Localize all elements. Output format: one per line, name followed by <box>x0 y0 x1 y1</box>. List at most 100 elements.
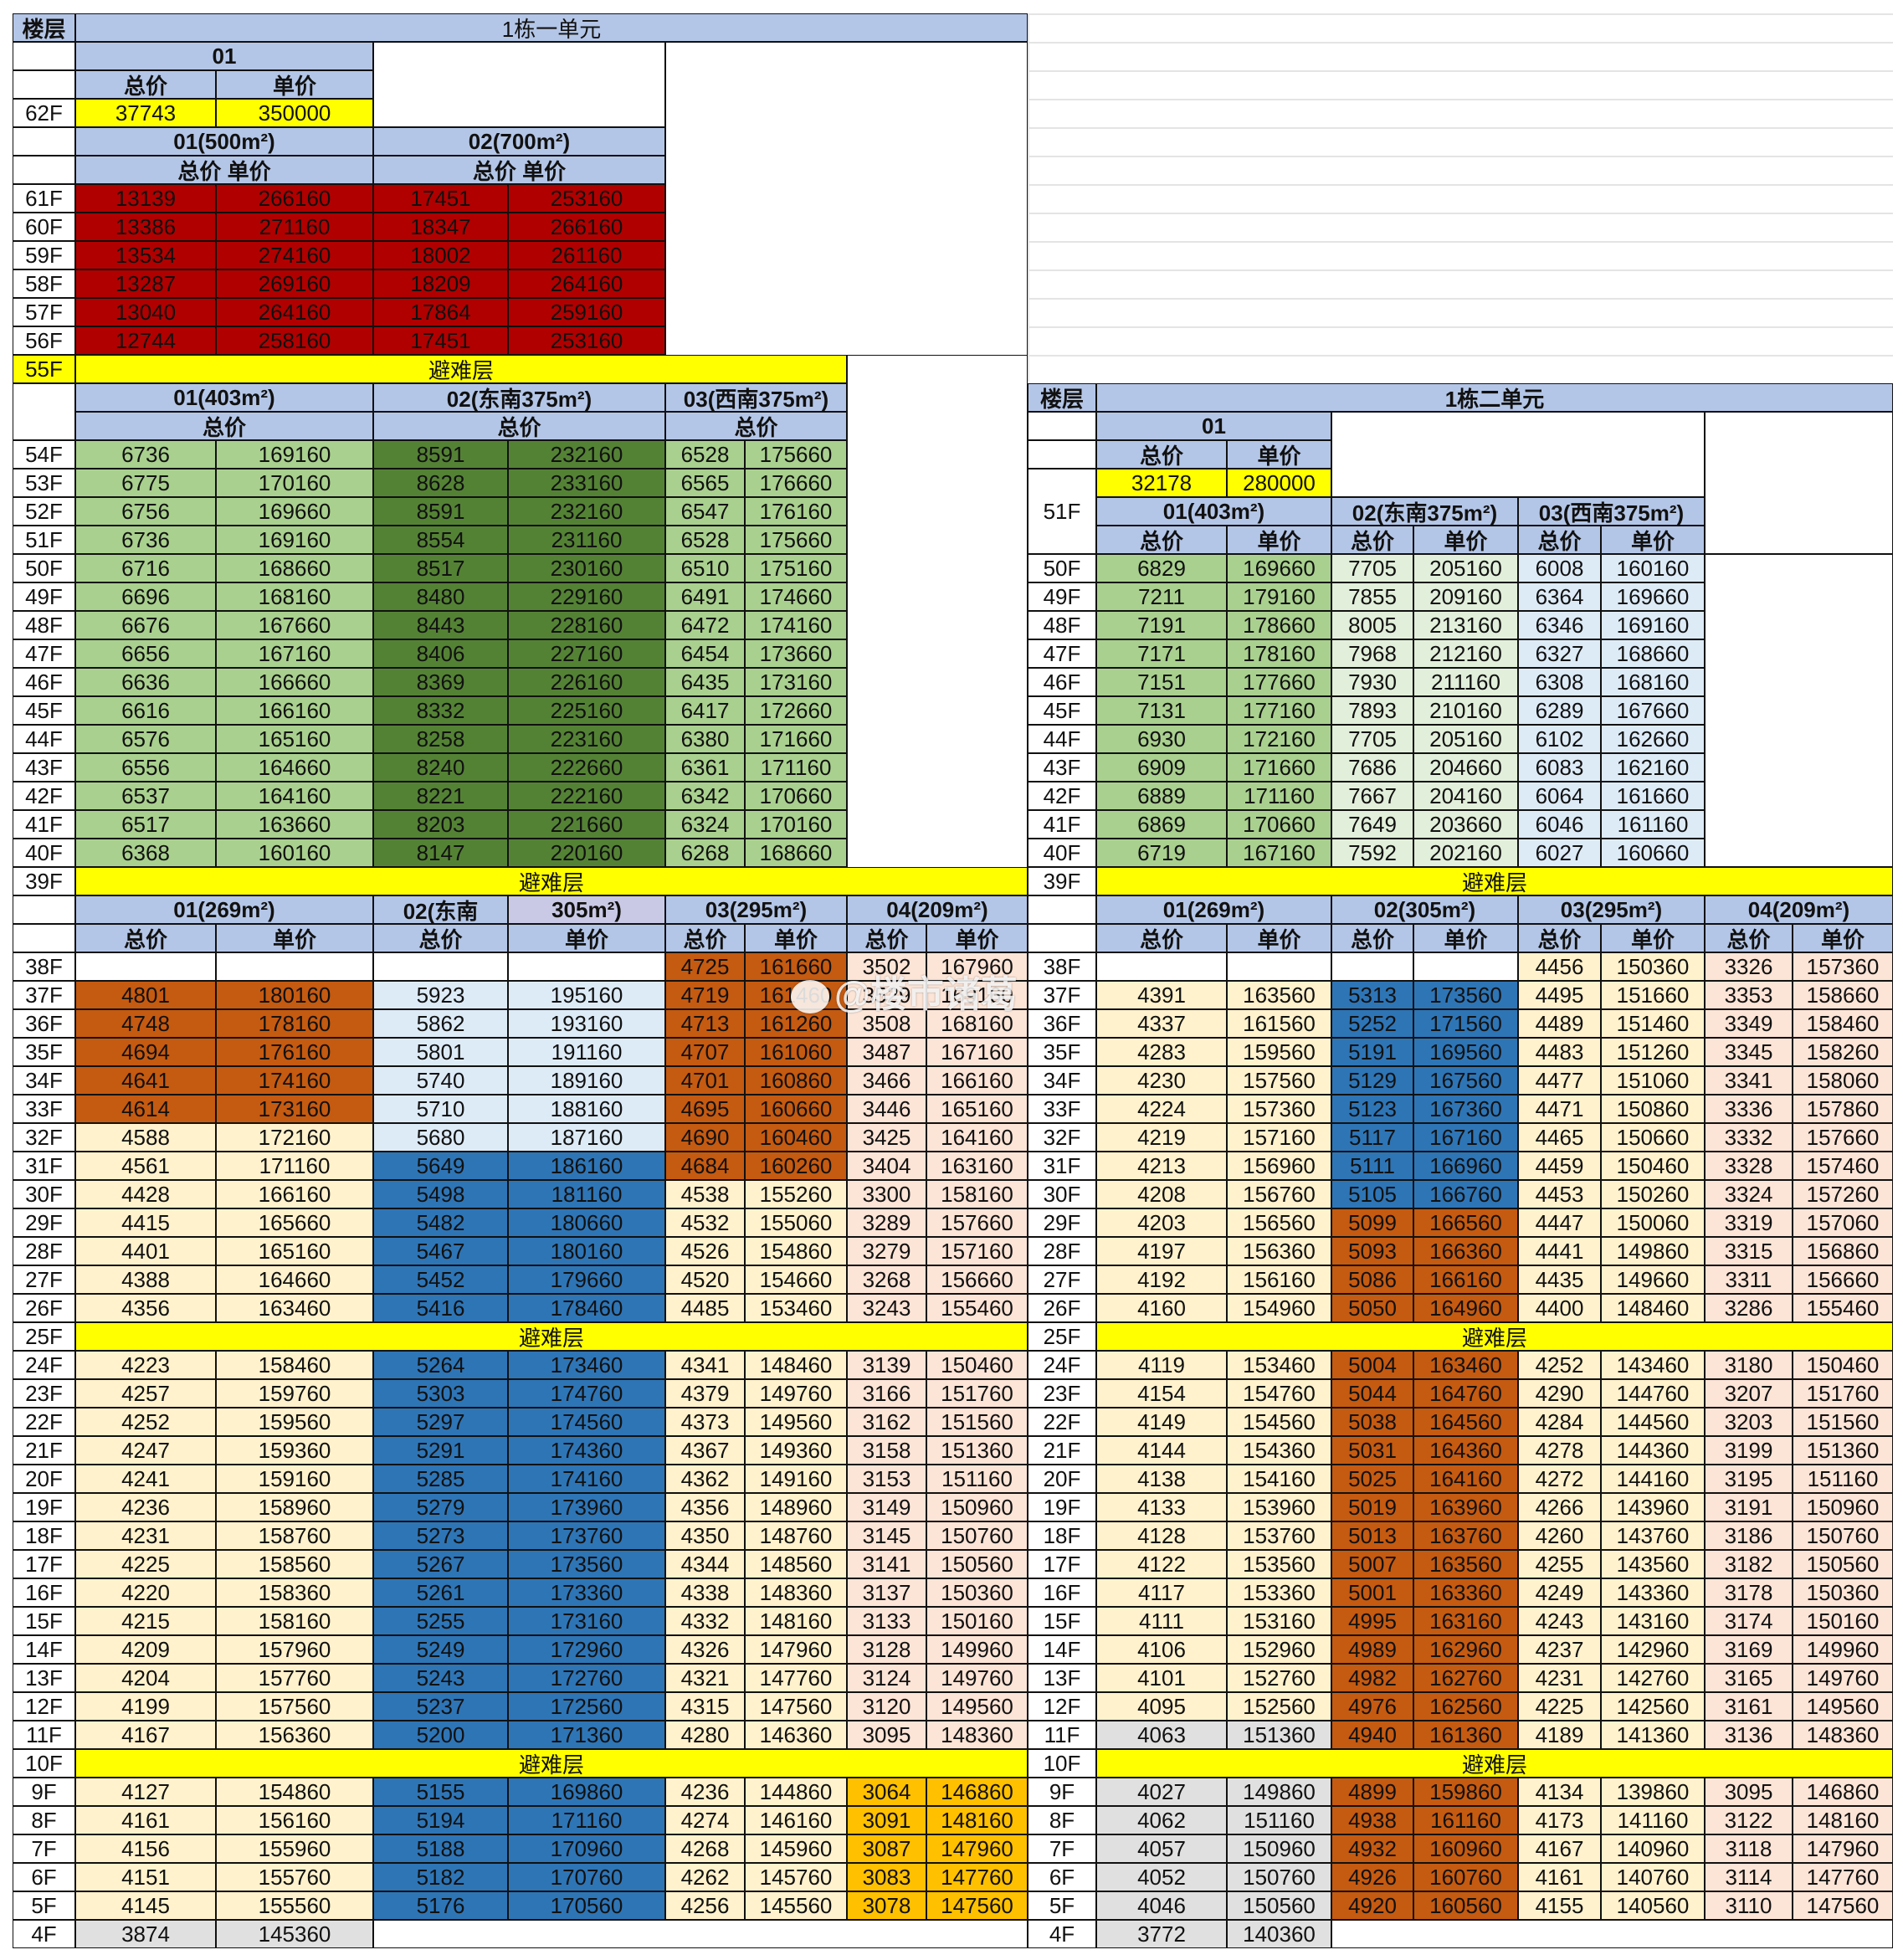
unit-header: 02(东南 <box>373 895 508 924</box>
total-price: 4920 <box>1331 1891 1413 1920</box>
unit-price: 147560 <box>926 1891 1028 1920</box>
unit-price: 148160 <box>745 1607 847 1635</box>
unit-price: 195160 <box>508 981 665 1009</box>
total-price: 3324 <box>1705 1180 1793 1208</box>
unit-price: 166160 <box>216 696 373 725</box>
total-price: 4027 <box>1096 1778 1227 1806</box>
unit-price: 151760 <box>1793 1379 1893 1408</box>
floor-label: 15F <box>13 1607 75 1635</box>
total-price: 4243 <box>1518 1607 1601 1635</box>
unit-price: 221660 <box>508 810 665 839</box>
unit-price: 160660 <box>1601 839 1705 867</box>
total-price: 4332 <box>665 1607 745 1635</box>
unit-price: 162560 <box>1413 1692 1518 1721</box>
unit-price: 157660 <box>1793 1123 1893 1152</box>
unit-price: 154660 <box>745 1265 847 1294</box>
unit-price: 176160 <box>216 1038 373 1066</box>
unit-price <box>508 952 665 981</box>
total-price: 4441 <box>1518 1237 1601 1265</box>
unit-price: 150360 <box>1793 1578 1893 1607</box>
floor-label: 50F <box>1028 554 1096 582</box>
floor-label: 22F <box>13 1408 75 1436</box>
total-price: 37743 <box>75 99 216 127</box>
unit-price: 140760 <box>1601 1863 1705 1891</box>
floor-label: 33F <box>1028 1095 1096 1123</box>
cell <box>1028 895 1096 924</box>
unit-price-header: 单价 <box>745 924 847 952</box>
unit-price: 271160 <box>216 213 373 241</box>
floor-label: 10F <box>1028 1749 1096 1778</box>
floor-label: 42F <box>1028 782 1096 810</box>
unit-price: 173160 <box>508 1607 665 1635</box>
total-price: 4117 <box>1096 1578 1227 1607</box>
floor-label: 5F <box>13 1891 75 1920</box>
total-price: 7893 <box>1331 696 1413 725</box>
total-price: 6008 <box>1518 554 1601 582</box>
unit-price: 155460 <box>1793 1294 1893 1322</box>
unit-price-header: 单价 <box>216 924 373 952</box>
unit-price: 157460 <box>1793 1152 1893 1180</box>
unit-price: 166360 <box>1413 1237 1518 1265</box>
unit-price: 266160 <box>508 213 665 241</box>
unit-price: 170660 <box>1227 810 1331 839</box>
unit-price: 150560 <box>1227 1891 1331 1920</box>
unit-price: 149760 <box>1793 1664 1893 1692</box>
total-price: 4713 <box>665 1009 745 1038</box>
unit-price: 151660 <box>1601 981 1705 1009</box>
total-price: 3186 <box>1705 1521 1793 1550</box>
total-price: 4684 <box>665 1152 745 1180</box>
total-price: 7968 <box>1331 639 1413 668</box>
unit-price: 152760 <box>1227 1664 1331 1692</box>
floor-label: 6F <box>13 1863 75 1891</box>
total-price: 6102 <box>1518 725 1601 753</box>
total-price: 6064 <box>1518 782 1601 810</box>
total-price: 4367 <box>665 1436 745 1465</box>
total-price: 4122 <box>1096 1550 1227 1578</box>
unit-price: 166160 <box>1413 1265 1518 1294</box>
total-price: 3149 <box>847 1493 926 1521</box>
price-header: 总价 <box>75 412 373 440</box>
total-price: 3341 <box>1705 1066 1793 1095</box>
floor-label: 24F <box>1028 1351 1096 1379</box>
total-price: 4483 <box>1518 1038 1601 1066</box>
floor-label: 9F <box>13 1778 75 1806</box>
total-price: 4237 <box>1518 1635 1601 1664</box>
total-price: 5031 <box>1331 1436 1413 1465</box>
total-price: 5194 <box>373 1806 508 1834</box>
unit-price: 174160 <box>745 611 847 639</box>
total-price: 3110 <box>1705 1891 1793 1920</box>
floor-label: 22F <box>1028 1408 1096 1436</box>
total-price: 5044 <box>1331 1379 1413 1408</box>
unit-price-header: 单价 <box>1227 924 1331 952</box>
total-price: 4526 <box>665 1237 745 1265</box>
empty-spreadsheet-grid <box>1028 13 1893 382</box>
total-price: 4400 <box>1518 1294 1601 1322</box>
unit-price: 165660 <box>216 1208 373 1237</box>
building-title: 1栋二单元 <box>1096 383 1893 412</box>
total-price: 18209 <box>373 269 508 298</box>
blank <box>847 355 1028 895</box>
total-price: 7649 <box>1331 810 1413 839</box>
total-price: 4134 <box>1518 1778 1601 1806</box>
unit-price: 161260 <box>745 1009 847 1038</box>
blank <box>1331 1920 1893 1948</box>
floor-label: 8F <box>13 1806 75 1834</box>
floor-label: 17F <box>13 1550 75 1578</box>
refuge-floor-banner: 避难层 <box>75 355 847 383</box>
total-price: 4225 <box>75 1550 216 1578</box>
unit-price: 165160 <box>216 1237 373 1265</box>
total-price: 4268 <box>665 1834 745 1863</box>
unit-price: 160560 <box>1413 1891 1518 1920</box>
total-price: 4215 <box>75 1607 216 1635</box>
total-price: 6716 <box>75 554 216 582</box>
unit-price: 153760 <box>1227 1521 1331 1550</box>
total-price: 3487 <box>847 1038 926 1066</box>
total-price: 6547 <box>665 497 745 526</box>
total-price: 4707 <box>665 1038 745 1066</box>
floor-label: 29F <box>1028 1208 1096 1237</box>
total-price: 4362 <box>665 1465 745 1493</box>
total-price: 5123 <box>1331 1095 1413 1123</box>
cell <box>13 70 75 99</box>
unit-price: 150960 <box>1227 1834 1331 1863</box>
unit-price: 172160 <box>216 1123 373 1152</box>
